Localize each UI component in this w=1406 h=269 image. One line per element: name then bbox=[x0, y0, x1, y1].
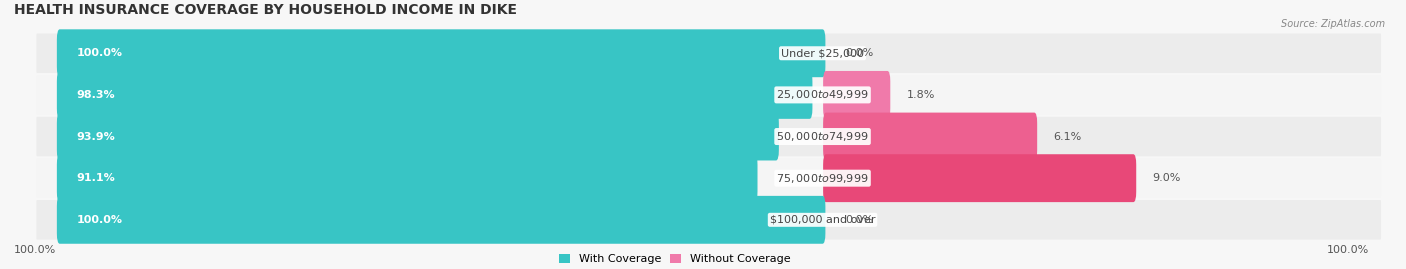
Text: 9.0%: 9.0% bbox=[1153, 173, 1181, 183]
Text: $100,000 and over: $100,000 and over bbox=[770, 215, 876, 225]
FancyBboxPatch shape bbox=[37, 117, 1381, 156]
Text: 0.0%: 0.0% bbox=[845, 48, 873, 58]
Text: 98.3%: 98.3% bbox=[77, 90, 115, 100]
FancyBboxPatch shape bbox=[56, 71, 813, 119]
Text: 100.0%: 100.0% bbox=[1327, 245, 1369, 255]
Text: Under $25,000: Under $25,000 bbox=[782, 48, 865, 58]
Text: 0.0%: 0.0% bbox=[845, 215, 873, 225]
Text: Source: ZipAtlas.com: Source: ZipAtlas.com bbox=[1281, 19, 1385, 29]
Text: 6.1%: 6.1% bbox=[1053, 132, 1083, 141]
FancyBboxPatch shape bbox=[823, 154, 1136, 202]
FancyBboxPatch shape bbox=[37, 200, 1381, 240]
Text: $25,000 to $49,999: $25,000 to $49,999 bbox=[776, 89, 869, 101]
Legend: With Coverage, Without Coverage: With Coverage, Without Coverage bbox=[554, 249, 796, 269]
FancyBboxPatch shape bbox=[56, 29, 825, 77]
FancyBboxPatch shape bbox=[823, 71, 890, 119]
FancyBboxPatch shape bbox=[37, 33, 1381, 73]
Text: $75,000 to $99,999: $75,000 to $99,999 bbox=[776, 172, 869, 185]
Text: HEALTH INSURANCE COVERAGE BY HOUSEHOLD INCOME IN DIKE: HEALTH INSURANCE COVERAGE BY HOUSEHOLD I… bbox=[14, 3, 517, 17]
FancyBboxPatch shape bbox=[37, 158, 1381, 198]
FancyBboxPatch shape bbox=[56, 196, 825, 244]
Text: 1.8%: 1.8% bbox=[907, 90, 935, 100]
FancyBboxPatch shape bbox=[37, 75, 1381, 115]
Text: $50,000 to $74,999: $50,000 to $74,999 bbox=[776, 130, 869, 143]
Text: 100.0%: 100.0% bbox=[77, 48, 122, 58]
Text: 100.0%: 100.0% bbox=[77, 215, 122, 225]
FancyBboxPatch shape bbox=[56, 154, 758, 202]
Text: 93.9%: 93.9% bbox=[77, 132, 115, 141]
Text: 91.1%: 91.1% bbox=[77, 173, 115, 183]
FancyBboxPatch shape bbox=[823, 113, 1038, 161]
Text: 100.0%: 100.0% bbox=[14, 245, 56, 255]
FancyBboxPatch shape bbox=[56, 113, 779, 161]
